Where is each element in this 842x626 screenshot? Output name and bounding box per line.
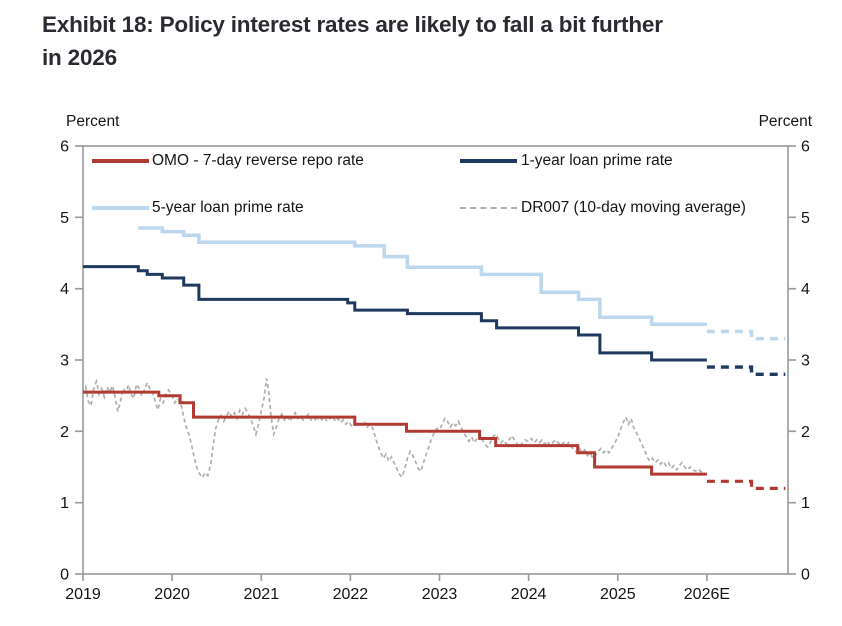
legend-label-omo: OMO - 7-day reverse repo rate: [152, 152, 364, 169]
y-tick-label-left: 4: [60, 281, 69, 298]
series-lpr-5y: [138, 226, 707, 327]
y-tick-label-right: 2: [801, 424, 810, 441]
y-tick-label-right: 1: [801, 495, 810, 512]
y-tick-label-left: 0: [60, 567, 69, 584]
y-tick-label-right: 3: [801, 353, 810, 370]
legend-line-omo-icon: [92, 159, 149, 163]
legend-label-lpr1y: 1-year loan prime rate: [521, 152, 673, 169]
y-tick-label-left: 3: [60, 353, 69, 370]
legend-label-lpr5y: 5-year loan prime rate: [152, 199, 304, 216]
x-tick-label: 2019: [65, 586, 101, 603]
y-tick-label-right: 5: [801, 210, 810, 227]
y-axis-unit-right: Percent: [758, 113, 812, 130]
series-lpr-1y: [83, 265, 707, 362]
y-tick-label-left: 5: [60, 210, 69, 227]
y-tick-label-left: 2: [60, 424, 69, 441]
exhibit-title: Exhibit 18: Policy interest rates are li…: [42, 12, 663, 70]
series-omo-7d-reverse-repo: [83, 390, 707, 476]
x-tick-label: 2024: [511, 586, 547, 603]
y-tick-label-right: 0: [801, 567, 810, 584]
y-tick-label-left: 1: [60, 495, 69, 512]
x-tick-label: 2020: [154, 586, 190, 603]
x-tick-label: 2021: [244, 586, 280, 603]
legend-line-dr007-icon: [460, 207, 517, 209]
legend-label-dr007: DR007 (10-day moving average): [521, 199, 746, 216]
y-axis-unit-left: Percent: [66, 113, 120, 130]
x-tick-label: 2022: [333, 586, 369, 603]
legend-line-lpr1y-icon: [460, 159, 517, 163]
x-tick-label: 2025: [600, 586, 636, 603]
series-lpr-1y-forecast: [706, 365, 786, 376]
series-lpr-5y-forecast: [706, 329, 786, 341]
x-tick-label: 2023: [422, 586, 458, 603]
legend-line-lpr5y-icon: [92, 206, 149, 210]
y-tick-label-right: 4: [801, 281, 810, 298]
x-tick-label: 2026E: [684, 586, 730, 603]
series-dr007-ma10: [82, 378, 704, 480]
series-omo-7d-reverse-repo-forecast: [706, 479, 786, 490]
y-tick-label-right: 6: [801, 139, 810, 156]
y-tick-label-left: 6: [60, 139, 69, 156]
